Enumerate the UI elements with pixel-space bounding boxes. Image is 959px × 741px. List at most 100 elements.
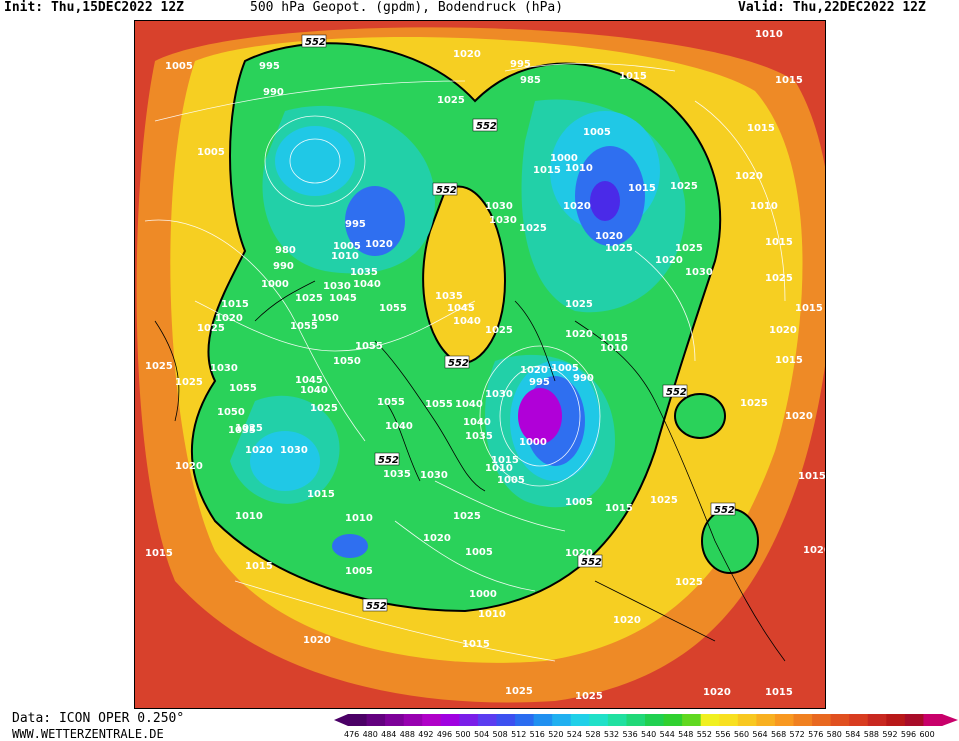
legend-tick-label: 496 bbox=[436, 730, 453, 739]
ridge-zone bbox=[422, 185, 507, 364]
legend-swatch bbox=[793, 714, 813, 726]
legend-swatch bbox=[459, 714, 479, 726]
p-label: 1015 bbox=[747, 123, 775, 134]
legend-tick-label: 588 bbox=[863, 730, 880, 739]
p-label: 1020 bbox=[595, 231, 623, 242]
p-label: 1005 bbox=[197, 147, 225, 158]
p-label: 1020 bbox=[215, 313, 243, 324]
p-label: 1005 bbox=[565, 497, 593, 508]
p-label: 990 bbox=[573, 373, 594, 384]
legend-tick-label: 560 bbox=[733, 730, 750, 739]
legend-swatch bbox=[923, 714, 943, 726]
p-label: 1035 bbox=[350, 267, 378, 278]
p-label: 1015 bbox=[491, 455, 519, 466]
p-label: 1020 bbox=[769, 325, 797, 336]
legend-tick-label: 592 bbox=[882, 730, 898, 739]
p-label: 1020 bbox=[803, 545, 825, 556]
p-label: 1040 bbox=[353, 279, 381, 290]
p-label: 1050 bbox=[311, 313, 339, 324]
green-cell-southeast bbox=[701, 508, 759, 574]
init-time: Init: Thu,15DEC2022 12Z bbox=[4, 0, 185, 15]
legend-swatch bbox=[904, 714, 924, 726]
legend-swatch bbox=[737, 714, 757, 726]
legend-tick-label: 568 bbox=[770, 730, 787, 739]
p-label: 990 bbox=[273, 261, 294, 272]
p-label: 1045 bbox=[295, 375, 323, 386]
p-label: 1030 bbox=[485, 389, 513, 400]
p-label: 1005 bbox=[333, 241, 361, 252]
legend-swatch bbox=[348, 714, 368, 726]
legend-tick-label: 512 bbox=[511, 730, 527, 739]
legend-swatch bbox=[830, 714, 850, 726]
blue-core-4 bbox=[332, 534, 368, 558]
legend-swatch bbox=[403, 714, 423, 726]
chart-title: 500 hPa Geopot. (gpdm), Bodendruck (hPa) bbox=[250, 0, 564, 15]
p-label: 1015 bbox=[775, 75, 803, 86]
p-label: 1025 bbox=[295, 293, 323, 304]
purple-core bbox=[518, 388, 562, 444]
p-label: 1020 bbox=[365, 239, 393, 250]
p-label: 1015 bbox=[600, 333, 628, 344]
p-label: 1035 bbox=[228, 425, 256, 436]
p-label: 1030 bbox=[420, 470, 448, 481]
p-label: 1025 bbox=[519, 223, 547, 234]
p-label: 1000 bbox=[261, 279, 289, 290]
p-label: 1025 bbox=[145, 361, 173, 372]
p-label: 1025 bbox=[453, 511, 481, 522]
p-label: 1015 bbox=[145, 548, 173, 559]
p-label: 1030 bbox=[280, 445, 308, 456]
p-label: 1030 bbox=[489, 215, 517, 226]
p-label: 1025 bbox=[650, 495, 678, 506]
p-label: 1020 bbox=[613, 615, 641, 626]
p-label: 1020 bbox=[453, 49, 481, 60]
p-label: 1015 bbox=[307, 489, 335, 500]
p-label: 1010 bbox=[331, 251, 359, 262]
legend-tick-label: 492 bbox=[418, 730, 434, 739]
p-label: 1010 bbox=[345, 513, 373, 524]
p-label: 985 bbox=[520, 75, 541, 86]
legend-swatch bbox=[533, 714, 553, 726]
p-label: 1015 bbox=[462, 639, 490, 650]
p-label: 1020 bbox=[703, 687, 731, 698]
p-label: 1005 bbox=[497, 475, 525, 486]
legend-tick-label: 540 bbox=[641, 730, 657, 739]
p-label: 1055 bbox=[355, 341, 383, 352]
legend-swatch bbox=[849, 714, 869, 726]
green-cell-east bbox=[674, 393, 726, 439]
p-label: 1040 bbox=[463, 417, 491, 428]
legend-swatch bbox=[589, 714, 609, 726]
legend-tick-label: 600 bbox=[919, 730, 935, 739]
p-label: 995 bbox=[259, 61, 280, 72]
p-label: 1025 bbox=[675, 577, 703, 588]
p-label: 1020 bbox=[423, 533, 451, 544]
legend-swatch bbox=[645, 714, 665, 726]
p-label: 1015 bbox=[245, 561, 273, 572]
legend-tick-label: 500 bbox=[455, 730, 471, 739]
legend-tick-label: 552 bbox=[696, 730, 712, 739]
p-label: 1025 bbox=[197, 323, 225, 334]
p-label: 1015 bbox=[765, 687, 793, 698]
map-canvas: 552 552 552 552 552 552 552 552 552 1005… bbox=[135, 21, 825, 708]
p-label: 1040 bbox=[300, 385, 328, 396]
contour-label-4: 552 bbox=[448, 358, 469, 369]
legend-bar bbox=[334, 714, 958, 726]
p-label: 1000 bbox=[519, 437, 547, 448]
legend-tick-label: 532 bbox=[603, 730, 620, 739]
p-label: 995 bbox=[345, 219, 366, 230]
legend-swatch bbox=[607, 714, 627, 726]
p-label: 1055 bbox=[379, 303, 407, 314]
p-label: 1015 bbox=[619, 71, 647, 82]
p-label: 1015 bbox=[795, 303, 823, 314]
contour-label-6: 552 bbox=[714, 505, 735, 516]
legend-tick-label: 556 bbox=[715, 730, 731, 739]
p-label: 1025 bbox=[765, 273, 793, 284]
p-label: 1005 bbox=[465, 547, 493, 558]
p-label: 1015 bbox=[775, 355, 803, 366]
p-label: 1025 bbox=[175, 377, 203, 388]
p-label: 1020 bbox=[565, 329, 593, 340]
p-label: 1025 bbox=[575, 691, 603, 702]
p-label: 1025 bbox=[605, 243, 633, 254]
contour-label-2: 552 bbox=[476, 121, 497, 132]
legend-tick-label: 548 bbox=[678, 730, 694, 739]
valid-time: Valid: Thu,22DEC2022 12Z bbox=[738, 0, 926, 15]
